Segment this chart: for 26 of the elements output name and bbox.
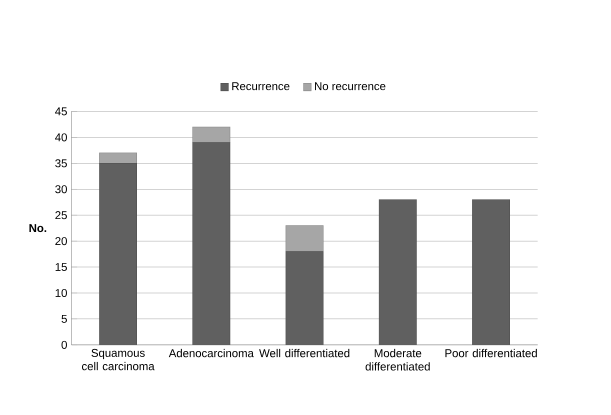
bar	[472, 199, 510, 345]
x-tick-label: Poor differentiated	[445, 348, 537, 358]
y-tick-label: 15	[56, 263, 67, 272]
legend-label: No recurrence	[315, 82, 386, 90]
y-tick-label: 5	[62, 315, 67, 323]
y-tick-label: 0	[62, 340, 67, 349]
x-tick-label: Well differentiated	[259, 348, 350, 358]
bar	[286, 251, 324, 345]
x-tick-label: Moderate differentiated	[366, 348, 430, 371]
y-tick-label: 45	[55, 107, 67, 116]
y-tick-label: 25	[55, 211, 67, 220]
y-tick-label: 35	[55, 159, 67, 168]
bar	[99, 152, 138, 164]
y-tick-label: 20	[55, 237, 67, 246]
bar	[286, 225, 324, 252]
y-axis-title: No.	[29, 224, 46, 232]
x-tick-label: Squamous cell carcinoma	[82, 348, 155, 370]
y-tick-label: 10	[56, 289, 67, 298]
y-tick-label: 40	[55, 133, 67, 142]
bar	[192, 142, 230, 345]
x-tick-label: Adenocarcinoma	[168, 348, 254, 358]
bar	[99, 163, 138, 345]
bar	[378, 199, 417, 345]
bar	[192, 126, 230, 143]
legend-label: Recurrence	[232, 82, 290, 90]
y-tick-label: 30	[55, 185, 67, 194]
